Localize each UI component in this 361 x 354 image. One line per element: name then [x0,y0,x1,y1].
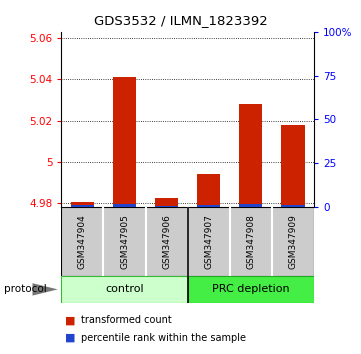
Bar [71,205,94,207]
Text: PRC depletion: PRC depletion [212,284,290,295]
Bar [61,276,188,303]
Bar [239,104,262,207]
Text: GSM347907: GSM347907 [204,214,213,269]
Bar [155,206,178,207]
Bar [197,174,220,207]
Text: GSM347908: GSM347908 [247,214,255,269]
Bar [113,204,136,207]
Text: protocol: protocol [4,284,46,295]
Text: control: control [105,284,144,295]
Bar [282,205,305,207]
Text: GSM347906: GSM347906 [162,214,171,269]
Bar [282,125,305,207]
Bar [197,205,220,207]
Text: ■: ■ [65,315,75,325]
Text: GSM347905: GSM347905 [120,214,129,269]
Text: GSM347904: GSM347904 [78,214,87,269]
Text: percentile rank within the sample: percentile rank within the sample [81,333,246,343]
Bar [71,202,94,207]
Text: ■: ■ [65,333,75,343]
Bar [188,276,314,303]
Bar [239,204,262,207]
Text: GDS3532 / ILMN_1823392: GDS3532 / ILMN_1823392 [93,14,268,27]
Bar [155,198,178,207]
Text: transformed count: transformed count [81,315,172,325]
Bar [113,77,136,207]
Polygon shape [32,283,58,296]
Text: GSM347909: GSM347909 [288,214,297,269]
